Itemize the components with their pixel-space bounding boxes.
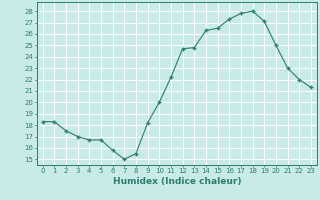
X-axis label: Humidex (Indice chaleur): Humidex (Indice chaleur) <box>113 177 241 186</box>
